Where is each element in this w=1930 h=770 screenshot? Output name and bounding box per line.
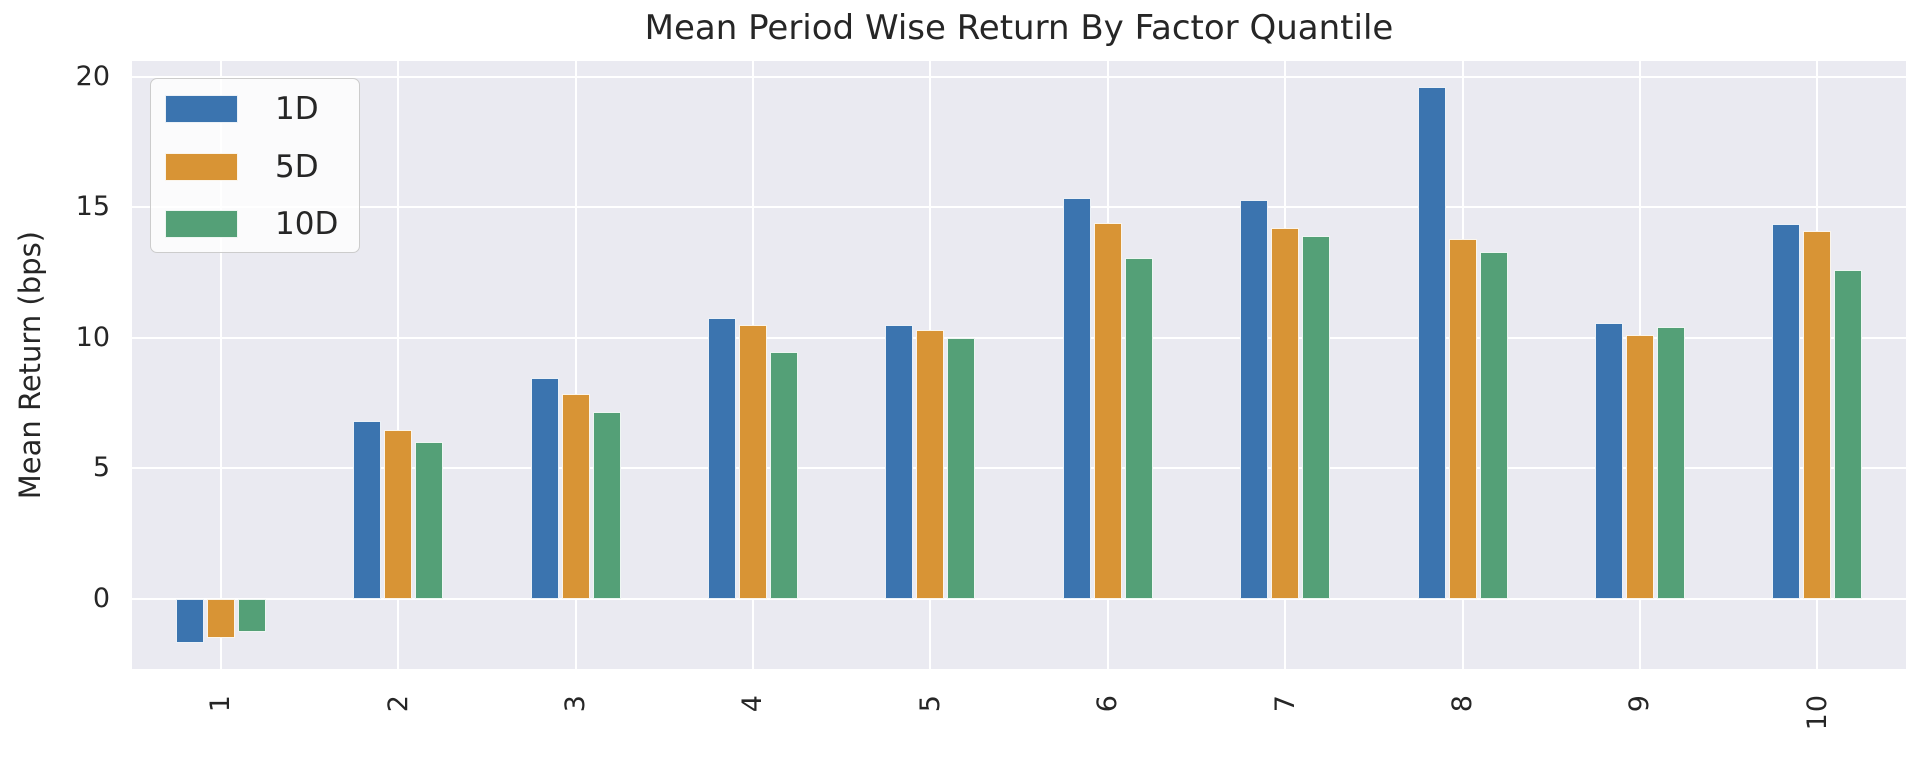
bar-5D-q1 <box>206 598 235 638</box>
x-tick-1: 1 <box>199 694 243 712</box>
bar-5D-q2 <box>384 430 413 599</box>
x-tick-label-7: 7 <box>1269 694 1301 713</box>
plot-area <box>132 61 1906 669</box>
bar-1D-q8 <box>1417 87 1446 599</box>
bar-10D-q2 <box>415 442 444 599</box>
bar-1D-q5 <box>885 324 914 599</box>
gridline-x-1 <box>219 61 222 669</box>
bar-1D-q3 <box>530 378 559 599</box>
legend-label-5D: 5D <box>275 149 319 185</box>
x-tick-label-10: 10 <box>1801 694 1833 731</box>
y-tick-label-10: 10 <box>75 321 110 353</box>
x-tick-9: 9 <box>1618 694 1662 712</box>
bar-10D-q6 <box>1124 258 1153 599</box>
gridline-x-2 <box>397 61 400 669</box>
bar-5D-q4 <box>738 324 767 599</box>
bar-10D-q10 <box>1834 269 1863 599</box>
x-tick-10: 10 <box>1795 694 1839 730</box>
x-tick-label-5: 5 <box>914 694 946 713</box>
bar-10D-q5 <box>947 337 976 599</box>
x-tick-label-8: 8 <box>1447 694 1478 713</box>
legend-label-1D: 1D <box>275 91 319 127</box>
bar-1D-q9 <box>1594 323 1623 599</box>
bar-5D-q3 <box>561 393 590 599</box>
bar-10D-q4 <box>769 352 798 599</box>
bar-10D-q3 <box>592 412 621 599</box>
bar-1D-q7 <box>1240 199 1269 599</box>
gridline-y-5 <box>132 467 1906 470</box>
bar-5D-q8 <box>1448 238 1477 599</box>
bar-5D-q9 <box>1625 335 1654 599</box>
gridline-y-10 <box>132 336 1906 339</box>
x-tick-8: 8 <box>1441 694 1485 712</box>
legend-item-1D: 1D <box>165 90 319 128</box>
legend-swatch-1D <box>165 95 238 123</box>
x-tick-label-2: 2 <box>382 694 414 713</box>
legend-label-10D: 10D <box>275 206 339 242</box>
x-tick-3: 3 <box>554 694 598 712</box>
bar-5D-q7 <box>1271 228 1300 599</box>
y-tick-label-20: 20 <box>75 60 110 92</box>
y-tick-label-0: 0 <box>92 582 110 614</box>
bar-1D-q4 <box>707 318 736 599</box>
legend-item-5D: 5D <box>165 148 319 186</box>
x-tick-2: 2 <box>376 694 420 712</box>
y-tick-label-15: 15 <box>75 191 110 223</box>
x-tick-label-1: 1 <box>205 694 237 713</box>
bar-5D-q5 <box>916 329 945 599</box>
x-tick-label-9: 9 <box>1624 694 1656 713</box>
bar-1D-q6 <box>1062 198 1091 599</box>
x-tick-4: 4 <box>731 694 775 712</box>
legend-swatch-10D <box>165 210 238 238</box>
chart-title: Mean Period Wise Return By Factor Quanti… <box>644 8 1394 48</box>
bar-1D-q1 <box>175 598 204 643</box>
x-tick-5: 5 <box>908 694 952 712</box>
gridline-y-20 <box>132 75 1906 78</box>
x-tick-label-3: 3 <box>560 694 591 713</box>
bar-5D-q10 <box>1803 230 1832 599</box>
x-tick-6: 6 <box>1086 694 1130 712</box>
legend-item-10D: 10D <box>165 205 338 243</box>
x-tick-label-4: 4 <box>737 694 769 713</box>
bar-10D-q9 <box>1656 327 1685 599</box>
bar-5D-q6 <box>1093 222 1122 599</box>
legend-swatch-5D <box>165 153 238 181</box>
bar-1D-q10 <box>1772 224 1801 599</box>
y-tick-label-5: 5 <box>92 452 110 484</box>
gridline-y-15 <box>132 206 1906 209</box>
gridline-x-3 <box>574 61 577 669</box>
bar-10D-q1 <box>237 598 266 633</box>
y-axis-label-container: Mean Return (bps) <box>6 61 54 669</box>
gridline-y-0 <box>132 597 1906 600</box>
bar-10D-q7 <box>1302 236 1331 599</box>
bar-1D-q2 <box>353 421 382 599</box>
x-tick-label-6: 6 <box>1092 694 1124 713</box>
bar-10D-q8 <box>1479 251 1508 599</box>
legend: 1D 5D 10D <box>150 78 360 253</box>
x-tick-7: 7 <box>1263 694 1307 712</box>
